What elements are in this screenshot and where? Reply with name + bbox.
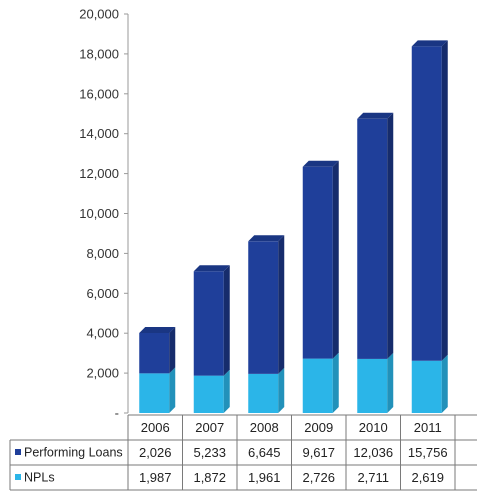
bar-performing-side-2006 (169, 326, 176, 374)
bar-npls-2008 (248, 373, 279, 413)
x-tick-label: 2011 (414, 420, 442, 435)
data-label: 1,987 (139, 470, 172, 485)
bar-top-2009 (302, 160, 339, 167)
bar-performing-2008 (248, 241, 279, 374)
x-tick-label: 2007 (195, 420, 224, 435)
x-tick-label: 2008 (250, 420, 279, 435)
legend-swatch (15, 474, 21, 480)
bar-npls-2009 (302, 358, 333, 413)
data-label: 1,872 (193, 470, 226, 485)
y-tick-label: 16,000 (79, 86, 119, 101)
y-tick-label: 4,000 (86, 326, 119, 341)
data-label: 2,026 (139, 445, 172, 460)
bar-npls-2007 (193, 375, 224, 413)
bar-npls-2010 (357, 358, 388, 413)
bar-performing-2006 (139, 332, 170, 374)
bar-npls-side-2006 (169, 367, 176, 413)
bar-performing-side-2009 (332, 160, 339, 359)
bar-top-2007 (193, 265, 230, 272)
bar-top-2008 (248, 235, 285, 242)
y-tick-label: 12,000 (79, 166, 119, 181)
bar-performing-side-2007 (223, 265, 230, 376)
data-label: 2,726 (302, 470, 335, 485)
bar-npls-2006 (139, 373, 170, 413)
bar-npls-side-2008 (278, 367, 285, 413)
bar-performing-2010 (357, 118, 388, 359)
table-row-label: NPLs (24, 471, 55, 485)
y-tick-label: 20,000 (79, 7, 119, 22)
data-label: 12,036 (353, 445, 393, 460)
data-label: 2,711 (357, 470, 389, 485)
bar-performing-side-2010 (387, 112, 394, 359)
x-tick-label: 2006 (141, 420, 170, 435)
legend-swatch (15, 449, 21, 455)
data-label: 5,233 (193, 445, 226, 460)
bar-performing-2007 (193, 271, 224, 376)
x-tick-label: 2010 (359, 420, 388, 435)
bar-top-2010 (357, 112, 394, 119)
bar-performing-side-2008 (278, 235, 285, 374)
bar-top-2006 (139, 326, 176, 333)
bar-npls-2011 (411, 360, 442, 413)
table-row-label: Performing Loans (24, 446, 123, 460)
bar-npls-side-2011 (441, 354, 448, 413)
y-tick-label: 14,000 (79, 126, 119, 141)
data-label: 6,645 (248, 445, 281, 460)
data-label: 2,619 (411, 470, 444, 485)
x-tick-label: 2009 (304, 420, 333, 435)
bar-npls-side-2009 (332, 352, 339, 413)
y-tick-label: 8,000 (86, 246, 119, 261)
y-tick-label: 18,000 (79, 46, 119, 61)
data-label: 15,756 (408, 445, 448, 460)
bar-performing-2009 (302, 166, 333, 359)
y-tick-label: - (115, 406, 119, 421)
data-label: 1,961 (248, 470, 281, 485)
data-label: 9,617 (302, 445, 335, 460)
y-tick-label: 6,000 (86, 286, 119, 301)
y-tick-label: 2,000 (86, 366, 119, 381)
bar-top-2011 (411, 40, 448, 47)
bar-npls-side-2010 (387, 352, 394, 413)
bar-performing-side-2011 (441, 40, 448, 361)
bar-npls-side-2007 (223, 369, 230, 413)
y-tick-label: 10,000 (79, 206, 119, 221)
bar-performing-2011 (411, 46, 442, 361)
